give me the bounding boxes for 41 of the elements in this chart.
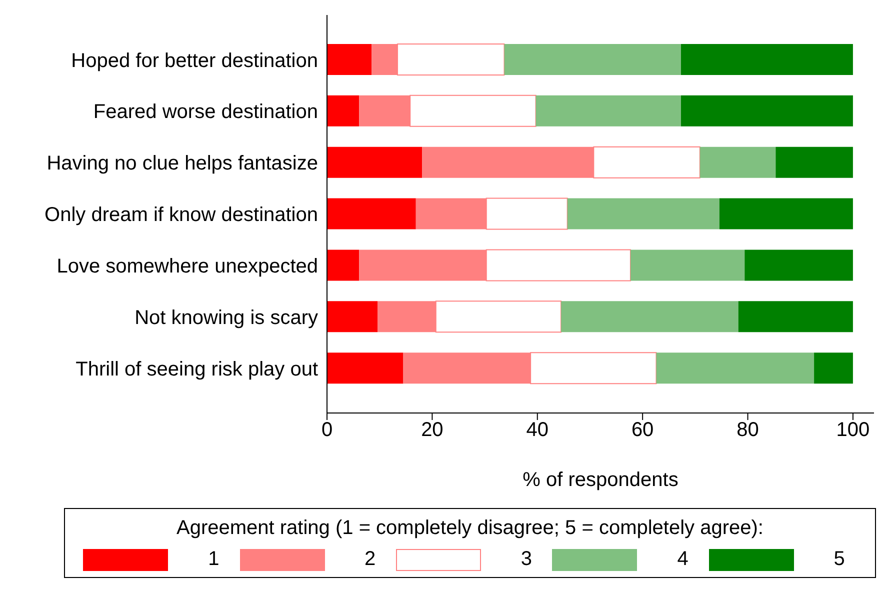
x-tick-label: 100 [836, 419, 870, 442]
y-tick-label: Only dream if know destination [44, 204, 318, 226]
x-tick-label: 40 [526, 419, 549, 442]
bar [567, 198, 720, 230]
bar [700, 146, 776, 178]
legend-label: 2 [364, 548, 376, 571]
bar [738, 301, 853, 332]
y-tick-label: Love somewhere unexpected [56, 256, 318, 278]
bar [656, 352, 814, 384]
bar [630, 250, 745, 281]
y-tick-label: Having no clue helps fantasize [46, 152, 318, 175]
bar [327, 250, 360, 281]
bar [327, 198, 416, 230]
bar [776, 146, 853, 178]
bar [327, 146, 422, 178]
legend-label: 5 [834, 548, 845, 571]
bar [327, 301, 378, 332]
bar [327, 352, 404, 384]
bar [327, 44, 372, 75]
x-tick-label: 80 [736, 419, 759, 442]
bar [504, 44, 681, 75]
bar [561, 301, 738, 332]
bar [719, 198, 853, 230]
y-tick-label: Feared worse destination [93, 101, 318, 124]
y-tick-label: Hoped for better destination [71, 50, 318, 72]
y-tick-label: Thrill of seeing risk play out [76, 358, 318, 380]
legend-label: 1 [208, 548, 220, 571]
legend-label: 4 [677, 548, 688, 571]
bar [680, 95, 853, 126]
bar [814, 352, 853, 384]
x-tick-label: 60 [631, 419, 654, 442]
x-tick-label: 20 [421, 419, 444, 442]
bar [680, 44, 853, 75]
bar [327, 95, 360, 126]
x-axis-title: % of respondents [522, 469, 678, 491]
legend-title: Agreement rating (1 = completely disagree; 5 = completely agree): [176, 517, 764, 540]
x-tick-label: 0 [321, 419, 333, 442]
y-tick-label: Not knowing is scary [134, 306, 318, 329]
bar [536, 95, 681, 126]
bar [744, 250, 853, 281]
legend-label: 3 [520, 548, 532, 571]
